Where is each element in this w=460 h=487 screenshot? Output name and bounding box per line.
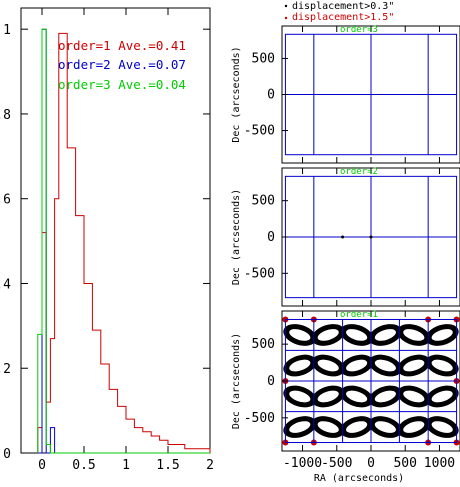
y-tick-label: 500 — [252, 51, 275, 66]
y-tick-label: 500 — [252, 194, 275, 209]
scatter-cluster-hole — [374, 421, 396, 433]
x-tick-label: 1 — [122, 458, 130, 473]
y-tick-label: 0 — [3, 447, 11, 462]
scatter-cluster-hole — [403, 359, 425, 372]
scatter-cluster-hole — [289, 329, 311, 341]
scatter-cluster-hole — [431, 390, 453, 403]
y-tick-label: 0.8 — [0, 108, 11, 123]
scatter-cluster-hole — [289, 390, 311, 403]
scatter-cluster-hole — [289, 421, 311, 433]
y-tick-label: 0.6 — [0, 193, 11, 208]
y-axis-label: Dec (arcseconds) — [231, 333, 242, 429]
x-axis-label: RA (arcseconds) — [314, 473, 404, 484]
y-tick-label: -500 — [244, 266, 275, 281]
scatter-cluster-hole — [374, 359, 396, 372]
x-tick-label: 1000 — [424, 456, 455, 471]
scatter-cluster-hole — [317, 421, 339, 433]
series-line-order1 — [37, 32, 211, 453]
x-tick-label: 1.5 — [156, 458, 179, 473]
y-tick-label: 1 — [3, 23, 11, 38]
histogram-frame — [20, 7, 211, 454]
legend-entry-order2: order=2 Ave.=0.07 — [58, 57, 186, 72]
scatter-cluster-hole — [346, 390, 368, 403]
series-line-order3 — [37, 28, 210, 454]
y-tick-label: 0.2 — [0, 362, 11, 377]
scatter-cluster-hole — [346, 421, 368, 433]
panel-title: order=2 — [340, 167, 378, 177]
scatter-cluster-hole — [374, 390, 396, 403]
scatter-cluster-hole — [374, 329, 396, 341]
y-tick-label: 500 — [252, 337, 275, 352]
y-tick-label: 0 — [267, 374, 275, 389]
scatter-cluster-hole — [403, 390, 425, 403]
y-tick-label: 0.4 — [0, 277, 11, 292]
legend-entry-order3: order=3 Ave.=0.04 — [58, 77, 186, 92]
x-tick-label: 0.5 — [72, 458, 95, 473]
scatter-cluster-hole — [431, 421, 453, 433]
series-line-order2 — [37, 28, 210, 454]
scatter-point — [341, 235, 345, 239]
scatter-cluster-hole — [346, 329, 368, 341]
legend-entry-order1: order=1 Ave.=0.41 — [58, 38, 186, 53]
scatter-cluster-hole — [317, 359, 339, 372]
y-tick-label: -500 — [244, 124, 275, 139]
scatter-cluster-hole — [317, 390, 339, 403]
x-tick-label: -500 — [321, 456, 352, 471]
y-tick-label: 0 — [267, 88, 275, 103]
legend-label-red: displacement>1.5" — [292, 12, 394, 23]
displacement-legend: displacement>0.3" displacement>1.5" — [284, 1, 394, 23]
legend-label-black: displacement>0.3" — [292, 1, 394, 12]
y-tick-label: 0 — [267, 230, 275, 245]
histogram-series — [37, 28, 211, 454]
panel-title: order=3 — [340, 25, 378, 35]
scatter-cluster-hole — [317, 329, 339, 341]
scatter-point — [369, 235, 373, 239]
scatter-cluster-hole — [431, 329, 453, 341]
scatter-cluster-hole — [289, 359, 311, 372]
panel-title: order=1 — [340, 310, 378, 320]
scatter-cluster-hole — [403, 329, 425, 341]
y-tick-label: -500 — [244, 411, 275, 426]
scatter-cluster-hole — [403, 421, 425, 433]
y-axis-label: Dec (arcseconds) — [231, 189, 242, 285]
x-tick-label: 0 — [38, 458, 46, 473]
histogram-panel: 0 0.5 1 1.5 2 0 0.2 0.4 0.6 0.8 1 order=1 Ave.=0.… — [0, 7, 214, 473]
panel-grid — [284, 33, 458, 156]
scatter-cluster-hole — [346, 359, 368, 372]
histogram-y-axis: 0 0.2 0.4 0.6 0.8 1 — [0, 23, 210, 462]
scatter-points-black — [283, 324, 459, 438]
scatter-cluster-hole — [431, 359, 453, 372]
y-axis-label: Dec (arcseconds) — [231, 46, 242, 142]
x-tick-label: -1000 — [283, 456, 322, 471]
x-tick-label: 0 — [367, 456, 375, 471]
legend-marker-red — [284, 16, 288, 20]
x-tick-label: 500 — [393, 456, 416, 471]
legend-marker-black — [284, 4, 288, 8]
x-tick-label: 2 — [206, 458, 214, 473]
